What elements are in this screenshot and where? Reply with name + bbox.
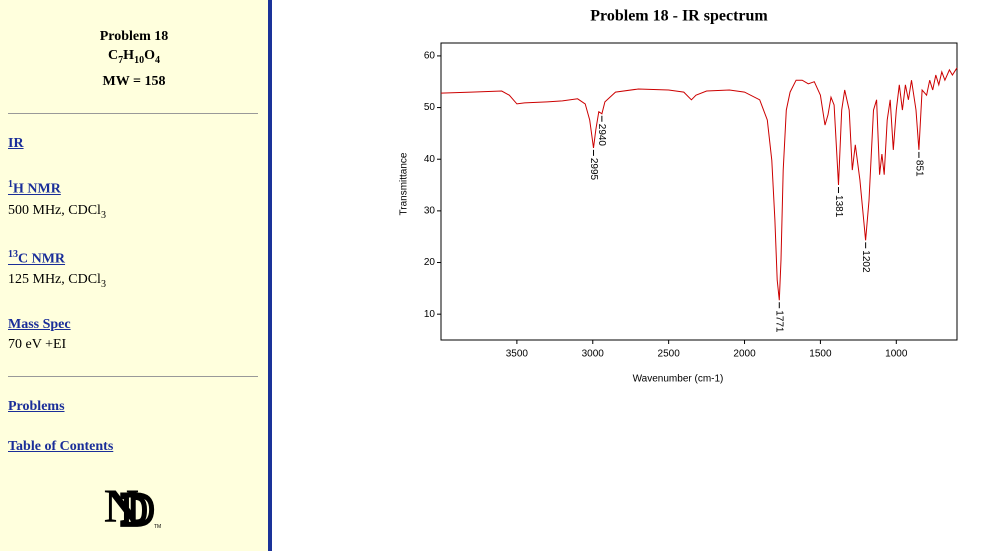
sidebar: Problem 18 C7H10O4 MW = 158 IR 1H NMR 50… bbox=[0, 0, 272, 551]
mass-link[interactable]: Mass Spec bbox=[8, 317, 71, 332]
info-text: 500 MHz, CDCl bbox=[8, 203, 101, 218]
y-tick-label: 40 bbox=[424, 154, 436, 165]
logo-n: N bbox=[104, 480, 139, 533]
peak-label: 1771 bbox=[774, 310, 785, 333]
x-tick-label: 3500 bbox=[506, 349, 529, 360]
molecular-weight: MW = 158 bbox=[102, 74, 166, 89]
peak-label: 1381 bbox=[833, 195, 844, 218]
x-axis-label: Wavenumber (cm-1) bbox=[633, 374, 724, 385]
x-tick-label: 1000 bbox=[885, 349, 908, 360]
superscript: 13 bbox=[8, 249, 18, 260]
y-tick-label: 10 bbox=[424, 309, 436, 320]
hnmr-info: 500 MHz, CDCl3 bbox=[8, 203, 106, 221]
y-tick-label: 60 bbox=[424, 51, 436, 62]
info-text: 125 MHz, CDCl bbox=[8, 272, 101, 287]
mass-info: 70 eV +EI bbox=[8, 337, 67, 352]
y-axis-label: Transmittance bbox=[399, 152, 410, 215]
formula-part: O bbox=[144, 48, 155, 63]
divider bbox=[8, 376, 258, 377]
link-text: H NMR bbox=[13, 181, 61, 197]
chart-title: Problem 18 - IR spectrum bbox=[590, 8, 768, 25]
y-tick-label: 20 bbox=[424, 257, 436, 268]
subscript: 3 bbox=[100, 278, 106, 290]
formula-sub: 7 bbox=[118, 54, 124, 66]
cnmr-link[interactable]: 13C NMR bbox=[8, 249, 65, 268]
formula-part: H bbox=[123, 48, 135, 63]
cnmr-info: 125 MHz, CDCl3 bbox=[8, 272, 106, 290]
formula: C7H10O4 bbox=[0, 48, 268, 66]
x-tick-label: 2500 bbox=[658, 349, 681, 360]
formula-sub: 4 bbox=[154, 54, 160, 66]
logo-tm: TM bbox=[154, 524, 161, 530]
superscript: 1 bbox=[8, 179, 13, 190]
logo: N D TM bbox=[104, 480, 161, 534]
subscript: 3 bbox=[100, 209, 106, 221]
peak-label: 2995 bbox=[588, 158, 599, 181]
link-text: C NMR bbox=[18, 251, 66, 267]
y-tick-label: 30 bbox=[424, 206, 436, 217]
logo-d: D bbox=[122, 485, 154, 534]
ir-link[interactable]: IR bbox=[8, 136, 24, 151]
problem-title: Problem 18 bbox=[99, 29, 169, 44]
problems-link[interactable]: Problems bbox=[8, 399, 65, 414]
divider bbox=[8, 113, 258, 114]
formula-part: C bbox=[108, 48, 119, 63]
peak-label: 851 bbox=[913, 160, 924, 177]
peak-label: 1202 bbox=[860, 250, 871, 273]
peak-label: 2940 bbox=[596, 124, 607, 147]
chart: Problem 18 - IR spectrum Wavenumber (cm-… bbox=[399, 8, 958, 385]
x-tick-label: 2000 bbox=[733, 349, 756, 360]
x-tick-label: 3000 bbox=[582, 349, 605, 360]
spectrum-line bbox=[440, 67, 958, 301]
plot-frame bbox=[440, 42, 958, 341]
x-tick-label: 1500 bbox=[809, 349, 832, 360]
hnmr-link[interactable]: 1H NMR bbox=[8, 179, 61, 198]
formula-sub: 10 bbox=[134, 54, 145, 66]
toc-link[interactable]: Table of Contents bbox=[8, 439, 114, 454]
y-tick-label: 50 bbox=[424, 102, 436, 113]
